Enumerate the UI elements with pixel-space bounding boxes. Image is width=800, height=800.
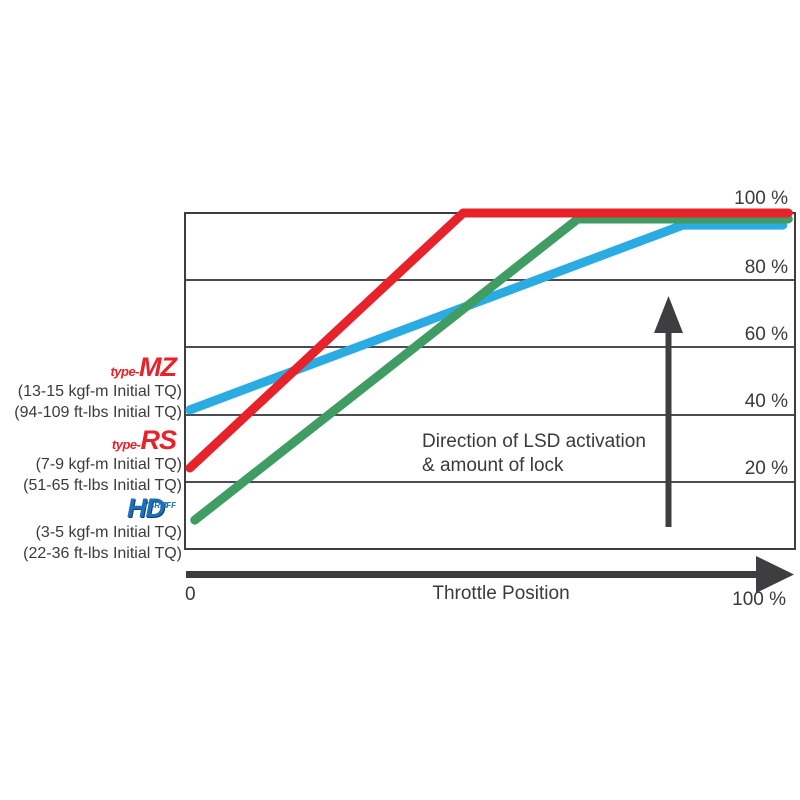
legend-type-rs: type-RS (7-9 kgf-m Initial TQ) (51-65 ft… (0, 426, 182, 496)
type-mz-torque-kgfm: (13-15 kgf-m Initial TQ) (17, 383, 182, 400)
x-axis-max-label: 100 % (732, 589, 786, 610)
hd-logo-iff: IFF (164, 501, 176, 510)
x-axis-min-label: 0 (185, 584, 196, 605)
hd-logo-letters: HD (127, 493, 165, 523)
type-mz-logo-prefix: type- (110, 364, 140, 379)
x-axis-arrow (186, 556, 794, 593)
hd-logo-ybrid: YBRID (143, 501, 168, 510)
hybrid-hd-logo: HD YBRID IFF (0, 494, 182, 522)
type-mz-logo-name: MZ (139, 352, 177, 382)
gridline-40 (186, 413, 794, 416)
type-mz-logo: type-MZ (0, 353, 182, 381)
y-tick-80: 80 % (744, 257, 788, 278)
type-rs-logo: type-RS (0, 426, 182, 454)
gridline-60 (186, 346, 794, 349)
up-arrowhead-icon (654, 296, 683, 333)
type-rs-logo-prefix: type- (111, 437, 141, 452)
legend-type-mz: type-MZ (13-15 kgf-m Initial TQ) (94-109… (0, 353, 182, 423)
gridline-80 (186, 279, 794, 282)
series-line-Hybrid-HD (190, 214, 793, 525)
series-line-type-RS (185, 208, 793, 473)
hybrid-hd-torque-kgfm: (3-5 kgf-m Initial TQ) (35, 524, 182, 541)
type-rs-torque-ftlbs: (51-65 ft-lbs Initial TQ) (23, 477, 182, 494)
annotation-line1: Direction of LSD activation (422, 431, 646, 452)
lsd-direction-arrow (654, 296, 683, 527)
annotation-text: Direction of LSD activation & amount of … (422, 430, 646, 478)
hybrid-hd-logo-mark: HD YBRID IFF (127, 494, 176, 522)
annotation-line2: & amount of lock (422, 455, 564, 476)
legend-hybrid-hd: HD YBRID IFF (3-5 kgf-m Initial TQ) (22-… (0, 494, 182, 564)
y-tick-100: 100 % (734, 188, 788, 209)
gridline-20 (186, 480, 794, 483)
type-mz-torque-ftlbs: (94-109 ft-lbs Initial TQ) (14, 404, 182, 421)
x-axis-title: Throttle Position (432, 583, 570, 604)
x-axis-arrowhead-icon (756, 556, 794, 593)
series-layer (185, 208, 793, 525)
y-tick-60: 60 % (744, 324, 788, 345)
series-line-type-MZ (185, 220, 788, 415)
hybrid-hd-torque-ftlbs: (22-36 ft-lbs Initial TQ) (23, 545, 182, 562)
type-rs-logo-name: RS (140, 425, 177, 455)
legend-column: type-MZ (13-15 kgf-m Initial TQ) (94-109… (0, 0, 182, 800)
y-tick-40: 40 % (744, 391, 788, 412)
type-rs-torque-kgfm: (7-9 kgf-m Initial TQ) (35, 456, 182, 473)
y-tick-20: 20 % (744, 458, 788, 479)
